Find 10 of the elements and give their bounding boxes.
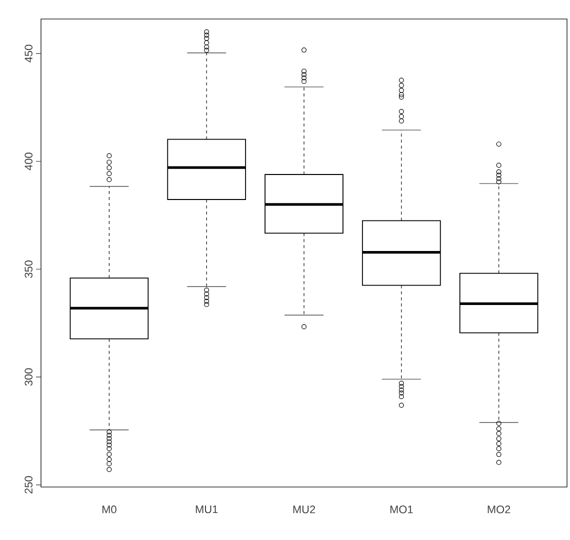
y-tick-label: 300 <box>24 368 32 386</box>
x-tick-label: MO1 <box>390 506 413 514</box>
x-tick-label: MU2 <box>293 506 316 514</box>
y-tick-label: 450 <box>24 44 32 62</box>
y-tick-label: 400 <box>24 152 32 170</box>
y-tick-label: 350 <box>24 260 32 278</box>
x-tick-label: M0 <box>102 506 116 514</box>
x-tick-label: MO2 <box>488 506 510 514</box>
y-tick-label: 250 <box>24 476 32 494</box>
x-tick-label: MU1 <box>196 506 218 514</box>
